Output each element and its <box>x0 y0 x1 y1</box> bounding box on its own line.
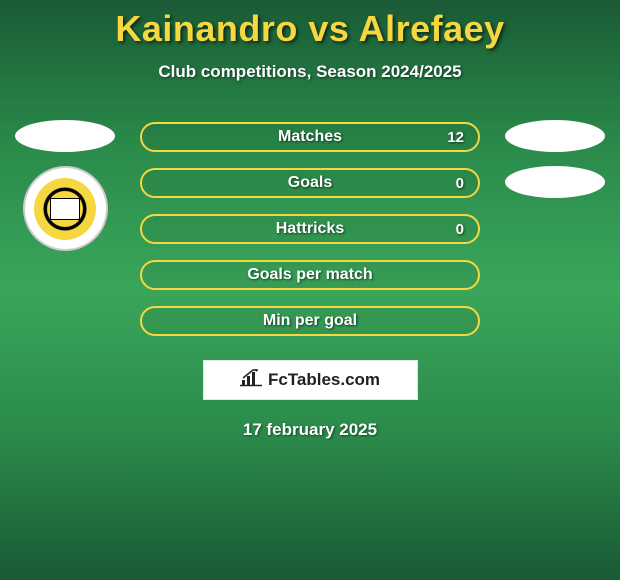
stat-row-hattricks: Hattricks 0 <box>140 214 480 244</box>
player-left-avatar <box>15 120 115 152</box>
stat-label: Goals per match <box>247 266 372 284</box>
stat-row-goals: Goals 0 <box>140 168 480 198</box>
stat-value-right: 12 <box>447 129 464 146</box>
stat-label: Matches <box>278 128 342 146</box>
club-badge-left <box>23 166 108 251</box>
stat-row-goals-per-match: Goals per match <box>140 260 480 290</box>
footer-block: FcTables.com 17 february 2025 <box>0 352 620 440</box>
stat-label: Goals <box>288 174 332 192</box>
stat-value-right: 0 <box>456 175 464 192</box>
stats-list: Matches 12 Goals 0 Hattricks 0 Goals per… <box>140 122 480 352</box>
right-player-column <box>500 120 610 212</box>
chart-icon <box>240 369 262 392</box>
club-badge-left-center <box>50 198 80 220</box>
brand-text: FcTables.com <box>268 370 380 390</box>
player-right-avatar <box>505 120 605 152</box>
date-label: 17 february 2025 <box>0 420 620 440</box>
stat-label: Hattricks <box>276 220 344 238</box>
page-title: Kainandro vs Alrefaey <box>0 0 620 50</box>
club-badge-right-placeholder <box>505 166 605 198</box>
subtitle: Club competitions, Season 2024/2025 <box>0 62 620 82</box>
left-player-column <box>10 120 120 251</box>
stat-label: Min per goal <box>263 312 357 330</box>
stat-row-min-per-goal: Min per goal <box>140 306 480 336</box>
brand-box[interactable]: FcTables.com <box>203 360 418 400</box>
stat-value-right: 0 <box>456 221 464 238</box>
club-badge-left-inner <box>34 178 96 240</box>
stat-row-matches: Matches 12 <box>140 122 480 152</box>
